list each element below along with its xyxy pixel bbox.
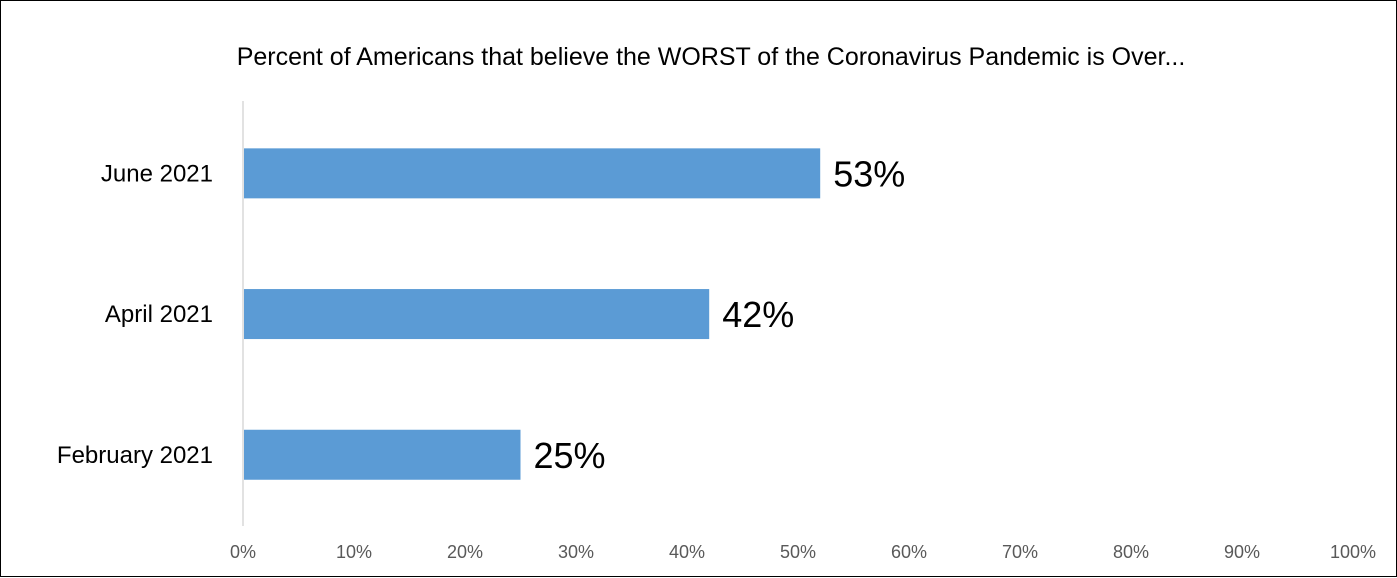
category-label: April 2021	[105, 301, 213, 328]
x-tick-label: 30%	[558, 542, 594, 562]
category-label: February 2021	[57, 442, 213, 469]
x-tick-label: 90%	[1224, 542, 1260, 562]
data-label: 25%	[534, 435, 606, 476]
x-tick-label: 0%	[230, 542, 256, 562]
bar-april-2021	[244, 289, 709, 339]
data-label: 42%	[722, 294, 794, 335]
x-tick-label: 20%	[447, 542, 483, 562]
x-tick-label: 80%	[1113, 542, 1149, 562]
x-tick-label: 50%	[780, 542, 816, 562]
bar-june-2021	[244, 148, 820, 198]
chart-title: Percent of Americans that believe the WO…	[237, 43, 1186, 71]
x-axis-ticks: 0% 10% 20% 30% 40% 50% 60% 70% 80% 90% 100%	[230, 542, 1376, 562]
x-tick-label: 40%	[669, 542, 705, 562]
category-label: June 2021	[101, 160, 213, 187]
bar-february-2021	[244, 430, 521, 480]
x-tick-label: 60%	[891, 542, 927, 562]
x-tick-label: 100%	[1330, 542, 1376, 562]
x-tick-label: 70%	[1002, 542, 1038, 562]
data-label: 53%	[833, 153, 905, 194]
x-tick-label: 10%	[336, 542, 372, 562]
